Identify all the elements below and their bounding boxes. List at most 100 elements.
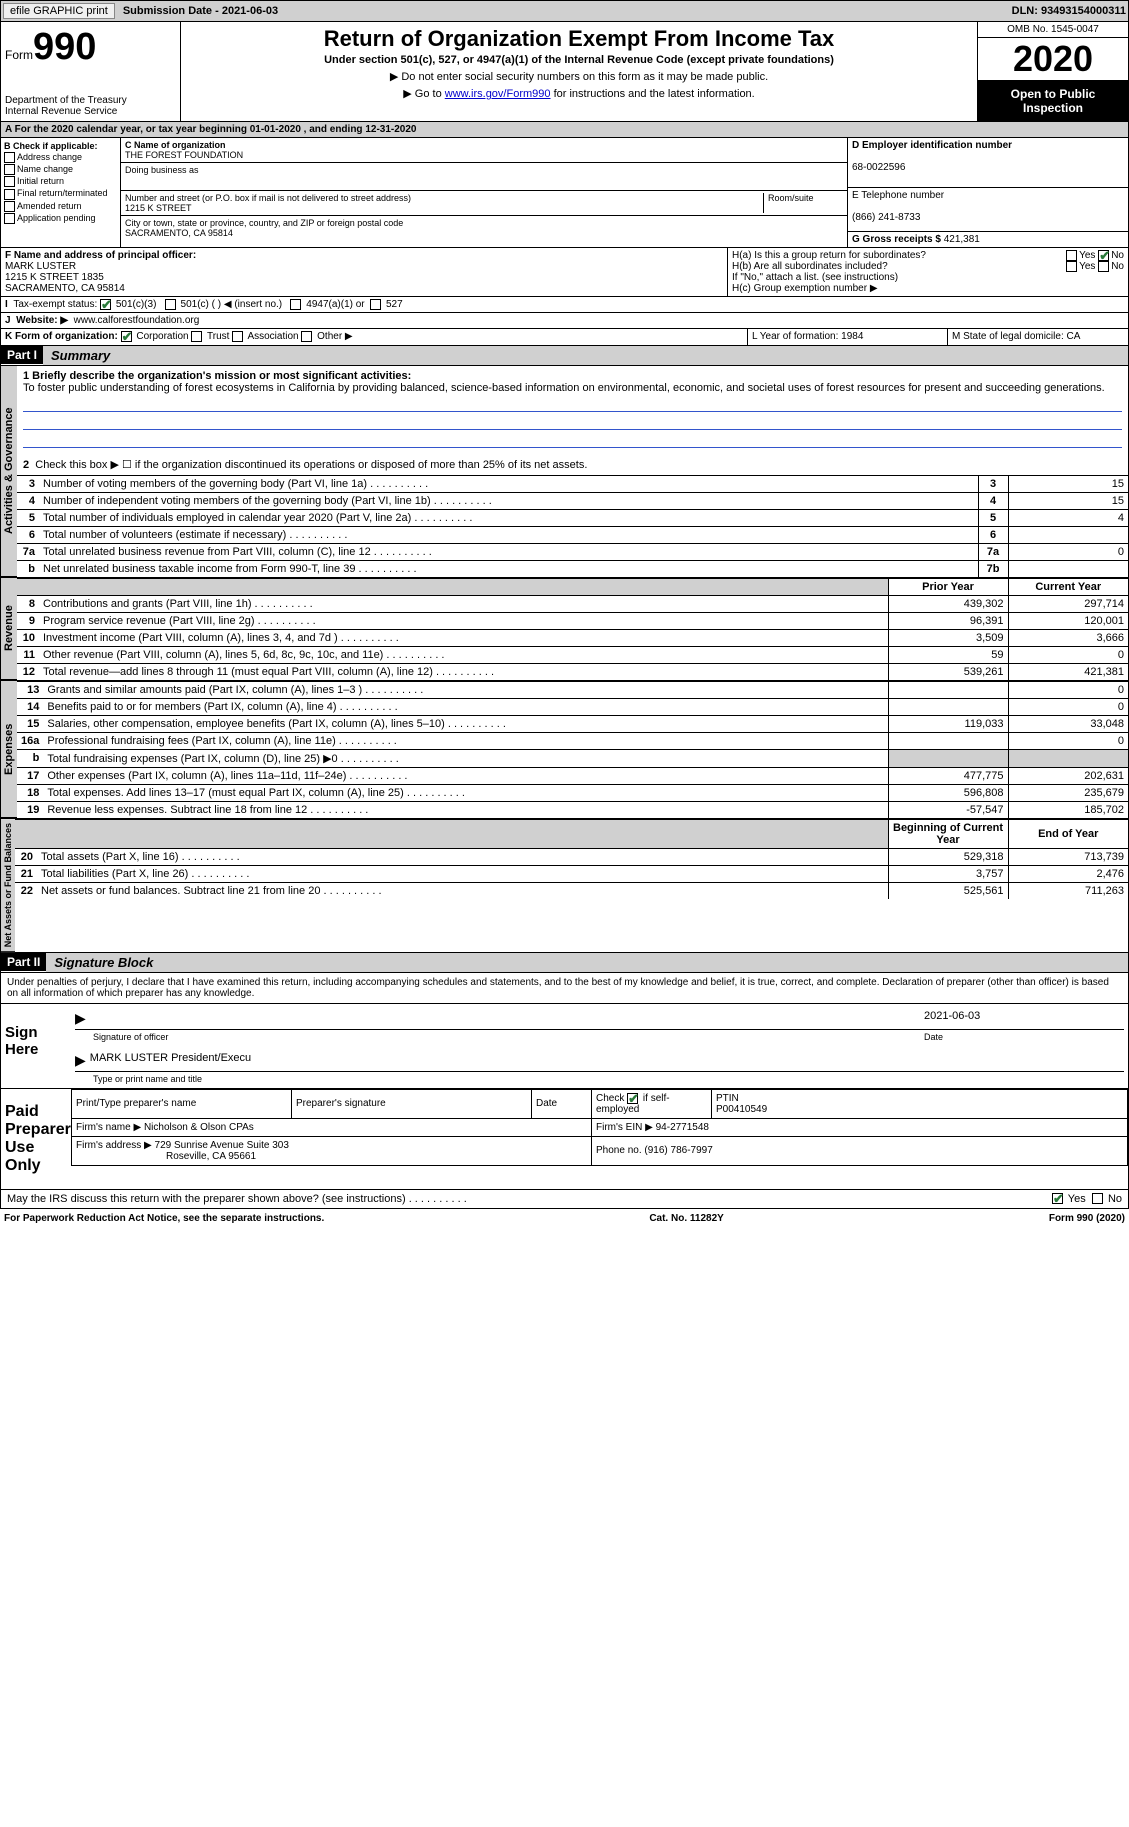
cb-amended[interactable]: [4, 201, 15, 212]
state-domicile: M State of legal domicile: CA: [948, 329, 1128, 344]
cb-address-change[interactable]: [4, 152, 15, 163]
firm-addr: 729 Sunrise Avenue Suite 303: [155, 1140, 289, 1151]
firm-addr2: Roseville, CA 95661: [166, 1151, 256, 1162]
expenses-label: Expenses: [1, 681, 17, 818]
row-j: J Website: ▶ www.calforestfoundation.org: [0, 313, 1129, 329]
form-number: 990: [33, 26, 96, 68]
table-row: 7aTotal unrelated business revenue from …: [17, 543, 1128, 560]
officer-addr1: 1215 K STREET 1835: [5, 272, 104, 283]
prep-sig-label: Preparer's signature: [292, 1089, 532, 1118]
cb-ha-yes[interactable]: [1066, 250, 1077, 261]
cb-discuss-no[interactable]: [1092, 1193, 1103, 1204]
cb-other[interactable]: [301, 331, 312, 342]
box-f: F Name and address of principal officer:…: [1, 248, 728, 296]
cb-hb-no[interactable]: [1098, 261, 1109, 272]
form-header: Form990 Department of the Treasury Inter…: [0, 22, 1129, 122]
cb-trust[interactable]: [191, 331, 202, 342]
revenue-section: Revenue Prior YearCurrent Year 8Contribu…: [0, 578, 1129, 681]
note2-pre: ▶ Go to: [403, 88, 444, 100]
cb-discuss-yes[interactable]: [1052, 1193, 1063, 1204]
opt-initial-return: Initial return: [17, 176, 64, 186]
opt-assoc: Association: [247, 332, 298, 343]
tax-year: 2020: [978, 38, 1128, 81]
cb-corp[interactable]: [121, 331, 132, 342]
opt-final-return: Final return/terminated: [17, 188, 108, 198]
cb-name-change[interactable]: [4, 164, 15, 175]
cb-501c[interactable]: [165, 299, 176, 310]
blueline: [23, 396, 1122, 412]
arrow-icon: ▶: [75, 1010, 86, 1027]
website: www.calforestfoundation.org: [74, 315, 200, 326]
firmname: Nicholson & Olson CPAs: [144, 1122, 254, 1133]
gross-label: G Gross receipts $: [852, 234, 941, 245]
f-label: F Name and address of principal officer:: [5, 250, 196, 261]
name-title-label: Type or print name and title: [93, 1074, 1124, 1084]
preparer-block: Paid Preparer Use Only Print/Type prepar…: [0, 1089, 1129, 1190]
header-left: Form990 Department of the Treasury Inter…: [1, 22, 181, 121]
governance-label: Activities & Governance: [1, 366, 17, 577]
blueline: [23, 432, 1122, 448]
note2-post: for instructions and the latest informat…: [551, 88, 755, 100]
part1-header: Part I: [1, 346, 43, 364]
cb-527[interactable]: [370, 299, 381, 310]
table-row: 19Revenue less expenses. Subtract line 1…: [17, 801, 1128, 818]
revenue-label: Revenue: [1, 578, 17, 680]
header-mid: Return of Organization Exempt From Incom…: [181, 22, 978, 121]
sign-block: Sign Here ▶2021-06-03 Signature of offic…: [0, 1004, 1129, 1089]
table-row: 14Benefits paid to or for members (Part …: [17, 698, 1128, 715]
open-inspection: Open to Public Inspection: [978, 81, 1128, 121]
firmaddr-label: Firm's address ▶: [76, 1140, 152, 1151]
note-ssn: ▶ Do not enter social security numbers o…: [185, 70, 973, 83]
table-row: 20Total assets (Part X, line 16)529,3187…: [15, 848, 1128, 865]
row-i: I Tax-exempt status: 501(c)(3) 501(c) ( …: [0, 297, 1129, 313]
officer-name-title: MARK LUSTER President/Execu: [90, 1052, 251, 1069]
row-fh: F Name and address of principal officer:…: [0, 248, 1129, 297]
blueline: [23, 414, 1122, 430]
opt-other: Other ▶: [317, 332, 352, 343]
table-row: 9Program service revenue (Part VIII, lin…: [17, 612, 1128, 629]
ptin-label: PTIN: [716, 1093, 739, 1104]
tax-year-line: A For the 2020 calendar year, or tax yea…: [0, 122, 1129, 138]
mission-text: To foster public understanding of forest…: [23, 382, 1105, 394]
table-row: 4Number of independent voting members of…: [17, 492, 1128, 509]
mission-block: 1 Briefly describe the organization's mi…: [17, 366, 1128, 454]
table-row: 10Investment income (Part VIII, column (…: [17, 629, 1128, 646]
firm-ein: 94-2771548: [656, 1122, 709, 1133]
opt-name-change: Name change: [17, 164, 73, 174]
col-begin-year: Beginning of Current Year: [888, 819, 1008, 848]
cb-initial-return[interactable]: [4, 176, 15, 187]
hb-note: If "No," attach a list. (see instruction…: [732, 272, 1124, 283]
paid-preparer-label: Paid Preparer Use Only: [1, 1089, 71, 1189]
irs-link[interactable]: www.irs.gov/Form990: [445, 88, 551, 100]
cb-assoc[interactable]: [232, 331, 243, 342]
ha-label: H(a) Is this a group return for subordin…: [732, 250, 926, 261]
table-row: 3Number of voting members of the governi…: [17, 475, 1128, 492]
table-row: 16aProfessional fundraising fees (Part I…: [17, 732, 1128, 749]
netassets-section: Net Assets or Fund Balances Beginning of…: [0, 819, 1129, 953]
table-row: 22Net assets or fund balances. Subtract …: [15, 882, 1128, 899]
col-current-year: Current Year: [1008, 578, 1128, 595]
cb-4947[interactable]: [290, 299, 301, 310]
cb-pending[interactable]: [4, 213, 15, 224]
cb-501c3[interactable]: [100, 299, 111, 310]
table-row: 6Total number of volunteers (estimate if…: [17, 526, 1128, 543]
efile-print-button[interactable]: efile GRAPHIC print: [3, 3, 115, 19]
table-row: 21Total liabilities (Part X, line 26)3,7…: [15, 865, 1128, 882]
hc-label: H(c) Group exemption number ▶: [732, 283, 1124, 294]
footer: For Paperwork Reduction Act Notice, see …: [0, 1209, 1129, 1228]
netassets-table: Beginning of Current YearEnd of Year 20T…: [15, 819, 1128, 899]
opt-address-change: Address change: [17, 152, 82, 162]
form-title: Return of Organization Exempt From Incom…: [185, 26, 973, 52]
cb-ha-no[interactable]: [1098, 250, 1109, 261]
firmname-label: Firm's name ▶: [76, 1122, 141, 1133]
table-row: 13Grants and similar amounts paid (Part …: [17, 681, 1128, 698]
cb-hb-yes[interactable]: [1066, 261, 1077, 272]
cb-self-employed[interactable]: [627, 1093, 638, 1104]
opt-4947: 4947(a)(1) or: [306, 299, 364, 310]
org-name: THE FOREST FOUNDATION: [125, 150, 243, 160]
box-c: C Name of organization THE FOREST FOUNDA…: [121, 138, 848, 247]
governance-table: 3Number of voting members of the governi…: [17, 475, 1128, 577]
addr: 1215 K STREET: [125, 203, 192, 213]
arrow-icon: ▶: [75, 1052, 86, 1069]
cb-final-return[interactable]: [4, 189, 15, 200]
